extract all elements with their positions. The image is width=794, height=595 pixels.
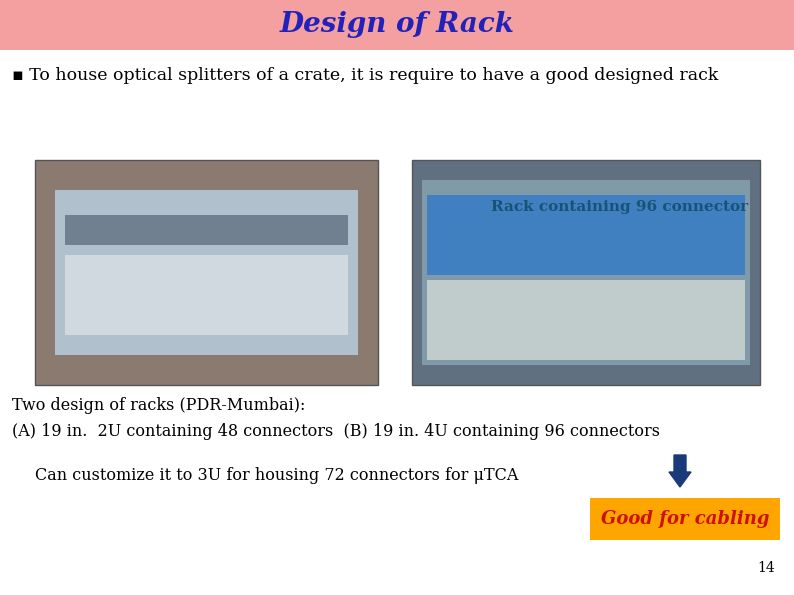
Bar: [65, 255, 348, 335]
Bar: [55, 190, 358, 355]
Text: Good for cabling: Good for cabling: [601, 510, 769, 528]
Text: Rack containing 96 connector: Rack containing 96 connector: [491, 200, 749, 214]
Text: Design of Rack: Design of Rack: [279, 11, 515, 39]
Text: (A) 19 in.  2U containing 48 connectors  (B) 19 in. 4U containing 96 connectors: (A) 19 in. 2U containing 48 connectors (…: [12, 424, 660, 440]
Bar: [427, 195, 745, 275]
Text: ▪ To house optical splitters of a crate, it is require to have a good designed r: ▪ To house optical splitters of a crate,…: [12, 67, 719, 83]
Bar: [590, 498, 780, 540]
Text: 14: 14: [757, 561, 775, 575]
FancyArrow shape: [669, 455, 691, 487]
Text: Can customize it to 3U for housing 72 connectors for μTCA: Can customize it to 3U for housing 72 co…: [35, 466, 518, 484]
Text: Two design of racks (PDR-Mumbai):: Two design of racks (PDR-Mumbai):: [12, 396, 306, 414]
Bar: [412, 160, 760, 385]
Bar: [427, 280, 745, 360]
Bar: [422, 180, 750, 365]
Bar: [0, 0, 794, 50]
Bar: [35, 160, 378, 385]
Bar: [65, 215, 348, 245]
